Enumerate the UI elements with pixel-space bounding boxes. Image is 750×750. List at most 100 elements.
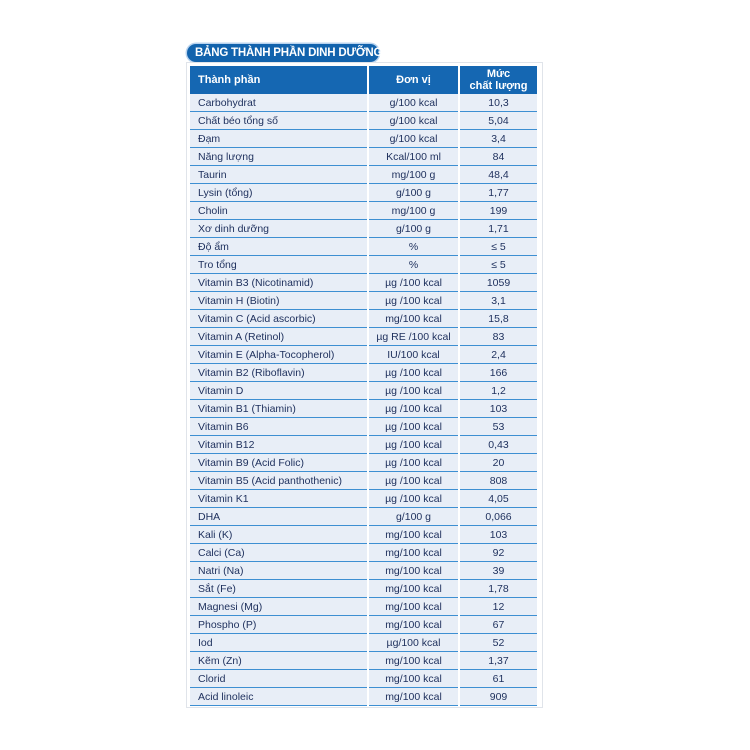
cell-name: Carbohydrat bbox=[190, 94, 367, 112]
cell-unit: mg/100 g bbox=[369, 166, 458, 184]
cell-unit: Kcal/100 ml bbox=[369, 148, 458, 166]
table-row: Vitamin B3 (Nicotinamid) µg /100 kcal 1059 bbox=[190, 274, 537, 292]
cell-value: 48,4 bbox=[460, 166, 537, 184]
cell-name: Vitamin B6 bbox=[190, 418, 367, 436]
table-row: Sắt (Fe) mg/100 kcal 1,78 bbox=[190, 580, 537, 598]
cell-value: 3,1 bbox=[460, 292, 537, 310]
cell-unit: µg RE /100 kcal bbox=[369, 328, 458, 346]
cell-name: Năng lượng bbox=[190, 148, 367, 166]
cell-unit: g/100 kcal bbox=[369, 94, 458, 112]
cell-name: Kẽm (Zn) bbox=[190, 652, 367, 670]
table-row: Vitamin B12 µg /100 kcal 0,43 bbox=[190, 436, 537, 454]
cell-name: Taurin bbox=[190, 166, 367, 184]
cell-value: 15,8 bbox=[460, 310, 537, 328]
cell-name: Vitamin B12 bbox=[190, 436, 367, 454]
cell-value: 2,4 bbox=[460, 346, 537, 364]
cell-value: 1,37 bbox=[460, 652, 537, 670]
cell-unit: IU/100 kcal bbox=[369, 346, 458, 364]
table-row: Vitamin H (Biotin) µg /100 kcal 3,1 bbox=[190, 292, 537, 310]
cell-unit: µg /100 kcal bbox=[369, 382, 458, 400]
cell-unit: mg/100 kcal bbox=[369, 562, 458, 580]
cell-unit: mg/100 kcal bbox=[369, 526, 458, 544]
cell-unit: µg /100 kcal bbox=[369, 418, 458, 436]
cell-unit: mg/100 kcal bbox=[369, 670, 458, 688]
table-row: Magnesi (Mg) mg/100 kcal 12 bbox=[190, 598, 537, 616]
cell-unit: mg/100 kcal bbox=[369, 310, 458, 328]
header-row: Thành phần Đơn vị Mức chất lượng bbox=[190, 66, 537, 94]
cell-name: Độ ẩm bbox=[190, 238, 367, 256]
cell-name: Calci (Ca) bbox=[190, 544, 367, 562]
cell-value: 5,04 bbox=[460, 112, 537, 130]
cell-value: 909 bbox=[460, 688, 537, 706]
cell-unit: g/100 kcal bbox=[369, 130, 458, 148]
cell-name: Xơ dinh dưỡng bbox=[190, 220, 367, 238]
cell-value: 67 bbox=[460, 616, 537, 634]
table-row: Vitamin B2 (Riboflavin) µg /100 kcal 166 bbox=[190, 364, 537, 382]
cell-unit: mg/100 kcal bbox=[369, 652, 458, 670]
header-name: Thành phần bbox=[190, 66, 367, 94]
cell-value: 20 bbox=[460, 454, 537, 472]
cell-value: 1,78 bbox=[460, 580, 537, 598]
table-row: Vitamin B5 (Acid panthothenic) µg /100 kc… bbox=[190, 472, 537, 490]
table-row: Vitamin B1 (Thiamin) µg /100 kcal 103 bbox=[190, 400, 537, 418]
cell-unit: g/100 g bbox=[369, 184, 458, 202]
table-row: Clorid mg/100 kcal 61 bbox=[190, 670, 537, 688]
cell-name: Vitamin A (Retinol) bbox=[190, 328, 367, 346]
header-value: Mức chất lượng bbox=[460, 66, 537, 94]
cell-value: 103 bbox=[460, 526, 537, 544]
cell-unit: mg/100 g bbox=[369, 202, 458, 220]
cell-unit: mg/100 kcal bbox=[369, 688, 458, 706]
cell-name: Vitamin E (Alpha-Tocopherol) bbox=[190, 346, 367, 364]
cell-name: Vitamin B3 (Nicotinamid) bbox=[190, 274, 367, 292]
cell-value: 83 bbox=[460, 328, 537, 346]
cell-value: 166 bbox=[460, 364, 537, 382]
cell-name: Đạm bbox=[190, 130, 367, 148]
table-row: Tro tổng% ≤ 5 bbox=[190, 256, 537, 274]
cell-name: Sắt (Fe) bbox=[190, 580, 367, 598]
cell-name: Magnesi (Mg) bbox=[190, 598, 367, 616]
cell-name: Phospho (P) bbox=[190, 616, 367, 634]
table-row: Vitamin B9 (Acid Folic) µg /100 kcal 20 bbox=[190, 454, 537, 472]
cell-unit: mg/100 kcal bbox=[369, 616, 458, 634]
table-row: Phospho (P) mg/100 kcal 67 bbox=[190, 616, 537, 634]
cell-unit: µg/100 kcal bbox=[369, 634, 458, 652]
table-row: Đạm g/100 kcal 3,4 bbox=[190, 130, 537, 148]
table-row: Calci (Ca) mg/100 kcal 92 bbox=[190, 544, 537, 562]
table-row: Natri (Na) mg/100 kcal 39 bbox=[190, 562, 537, 580]
cell-unit: g/100 g bbox=[369, 220, 458, 238]
table-row: Độ ẩm% ≤ 5 bbox=[190, 238, 537, 256]
table-row: DHA g/100 g 0,066 bbox=[190, 508, 537, 526]
table-row: Chất béo tổng số g/100 kcal 5,04 bbox=[190, 112, 537, 130]
cell-value: 3,4 bbox=[460, 130, 537, 148]
table-row: Vitamin K1 µg /100 kcal 4,05 bbox=[190, 490, 537, 508]
table-row: Năng lượng Kcal/100 ml 84 bbox=[190, 148, 537, 166]
cell-unit: µg /100 kcal bbox=[369, 364, 458, 382]
cell-value: 10,3 bbox=[460, 94, 537, 112]
table-row: Kẽm (Zn) mg/100 kcal 1,37 bbox=[190, 652, 537, 670]
cell-name: Chất béo tổng số bbox=[190, 112, 367, 130]
table-row: Vitamin B6 µg /100 kcal 53 bbox=[190, 418, 537, 436]
cell-unit: µg /100 kcal bbox=[369, 436, 458, 454]
cell-unit: µg /100 kcal bbox=[369, 490, 458, 508]
cell-value: 199 bbox=[460, 202, 537, 220]
cell-value: 1,2 bbox=[460, 382, 537, 400]
header-value-line2: chất lượng bbox=[469, 80, 528, 92]
table-row: Vitamin C (Acid ascorbic) mg/100 kcal 15,8 bbox=[190, 310, 537, 328]
cell-unit: g/100 g bbox=[369, 508, 458, 526]
nutrition-table: Thành phần Đơn vị Mức chất lượng Carbohyd… bbox=[188, 66, 539, 706]
table-row: Xơ dinh dưỡng g/100 g 1,71 bbox=[190, 220, 537, 238]
cell-value: 1059 bbox=[460, 274, 537, 292]
cell-value: 52 bbox=[460, 634, 537, 652]
cell-value: ≤ 5 bbox=[460, 238, 537, 256]
cell-value: 808 bbox=[460, 472, 537, 490]
cell-name: Vitamin B1 (Thiamin) bbox=[190, 400, 367, 418]
cell-unit: % bbox=[369, 238, 458, 256]
cell-unit: µg /100 kcal bbox=[369, 274, 458, 292]
cell-value: 12 bbox=[460, 598, 537, 616]
cell-name: Vitamin K1 bbox=[190, 490, 367, 508]
table-row: Taurin mg/100 g 48,4 bbox=[190, 166, 537, 184]
cell-name: Kali (K) bbox=[190, 526, 367, 544]
cell-name: DHA bbox=[190, 508, 367, 526]
table-title: BẢNG THÀNH PHẦN DINH DƯỠNG bbox=[187, 44, 382, 62]
